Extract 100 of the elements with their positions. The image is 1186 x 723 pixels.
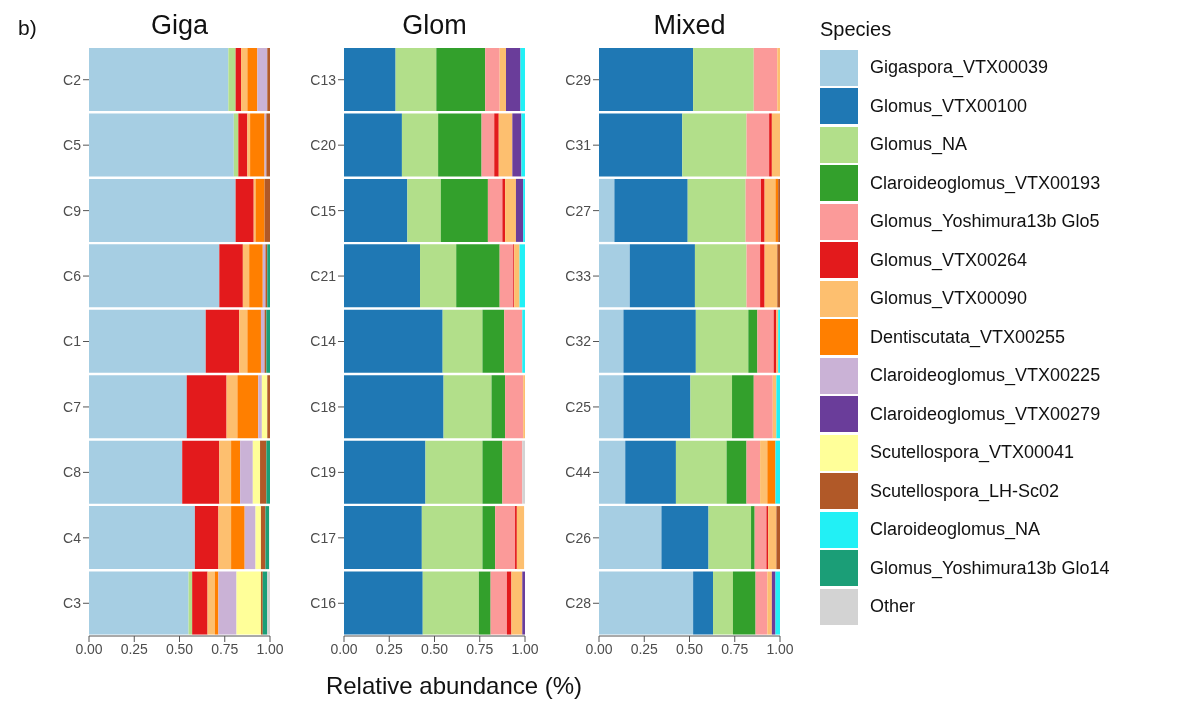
bar: [776, 375, 780, 439]
bar: [440, 178, 488, 242]
bar: [682, 113, 747, 177]
bar: [708, 506, 752, 570]
bar: [746, 440, 761, 504]
bar: [505, 375, 524, 439]
y-tick-label: C17: [310, 529, 337, 546]
bar: [207, 571, 215, 635]
bar: [241, 48, 248, 111]
bar: [599, 440, 626, 504]
bar: [757, 309, 774, 373]
x-tick-label: 0.50: [165, 640, 194, 657]
bar: [713, 571, 733, 635]
bar: [499, 244, 514, 308]
bar: [186, 375, 227, 439]
chart-title: Giga: [149, 10, 209, 41]
y-tick-label: C20: [310, 137, 337, 154]
bar: [777, 244, 780, 308]
bar: [255, 506, 261, 570]
y-tick-label: C14: [310, 333, 337, 350]
bar: [745, 178, 761, 242]
bar: [482, 309, 505, 373]
text: b): [18, 16, 37, 40]
y-tick-label: C31: [565, 137, 592, 154]
bar: [771, 113, 780, 177]
legend-label: Claroideoglomus_VTX00225: [870, 365, 1101, 387]
bar: [522, 571, 525, 635]
bar: [753, 48, 778, 111]
x-tick-label: 0.25: [120, 640, 149, 657]
bar: [267, 571, 270, 635]
bar: [478, 571, 491, 635]
x-tick-label: 0.75: [466, 640, 494, 657]
bar: [242, 244, 250, 308]
bar: [182, 440, 220, 504]
bar: [395, 48, 437, 111]
x-tick-label: 0.00: [75, 640, 103, 657]
bar: [522, 309, 525, 373]
bar: [625, 440, 676, 504]
legend-label: Glomus_VTX00264: [870, 249, 1028, 271]
bar: [599, 309, 624, 373]
x-tick-label: 0.50: [675, 640, 704, 657]
bar: [226, 375, 238, 439]
y-tick-label: C1: [63, 333, 82, 350]
y-tick-label: C26: [565, 529, 592, 546]
bar: [89, 571, 189, 635]
x-tick-label: 1.00: [511, 640, 539, 657]
legend-label: Other: [870, 596, 916, 618]
bar: [599, 375, 624, 439]
bar: [599, 244, 630, 308]
bar: [502, 440, 523, 504]
bar: [436, 48, 486, 111]
bar: [260, 440, 267, 504]
bar: [769, 113, 772, 177]
bar: [255, 178, 265, 242]
bar: [519, 244, 525, 308]
bar: [491, 375, 506, 439]
bar: [746, 244, 761, 308]
y-tick-label: C3: [63, 595, 82, 612]
legend-label: Scutellospora_LH-Sc02: [870, 480, 1060, 502]
y-tick-label: C5: [63, 137, 82, 154]
legend-label: Glomus_VTX00100: [870, 95, 1028, 117]
y-tick-label: C28: [565, 595, 592, 612]
bar: [599, 113, 683, 177]
bar: [521, 113, 525, 177]
bar: [344, 178, 408, 242]
x-tick-label: 0.75: [721, 640, 749, 657]
bar: [768, 506, 777, 570]
bar: [247, 48, 258, 111]
y-tick-label: C19: [310, 464, 337, 481]
x-tick-label: 0.00: [330, 640, 358, 657]
bar: [89, 506, 195, 570]
y-tick-label: C13: [310, 71, 337, 88]
bar: [456, 244, 500, 308]
y-tick-label: C32: [565, 333, 592, 350]
bar: [726, 440, 747, 504]
bar: [344, 48, 396, 111]
bar: [623, 375, 691, 439]
y-tick-label: C2: [63, 71, 82, 88]
bar: [522, 440, 525, 504]
bar: [520, 48, 525, 111]
y-tick-label: C21: [310, 268, 337, 285]
y-tick-label: C18: [310, 398, 337, 415]
legend-label: Claroideoglomus_VTX00193: [870, 172, 1101, 194]
bar: [494, 113, 499, 177]
bar: [89, 440, 183, 504]
bar: [236, 571, 261, 635]
bar: [231, 506, 245, 570]
bar: [265, 506, 270, 570]
bar: [746, 113, 770, 177]
bar: [629, 244, 695, 308]
bar: [344, 375, 444, 439]
bar: [775, 440, 780, 504]
bar: [495, 506, 516, 570]
bar: [777, 48, 780, 111]
x-tick-label: 0.00: [585, 640, 613, 657]
bar: [512, 113, 522, 177]
bar: [614, 178, 688, 242]
bar: [344, 309, 443, 373]
bar: [260, 309, 265, 373]
bar: [247, 309, 261, 373]
